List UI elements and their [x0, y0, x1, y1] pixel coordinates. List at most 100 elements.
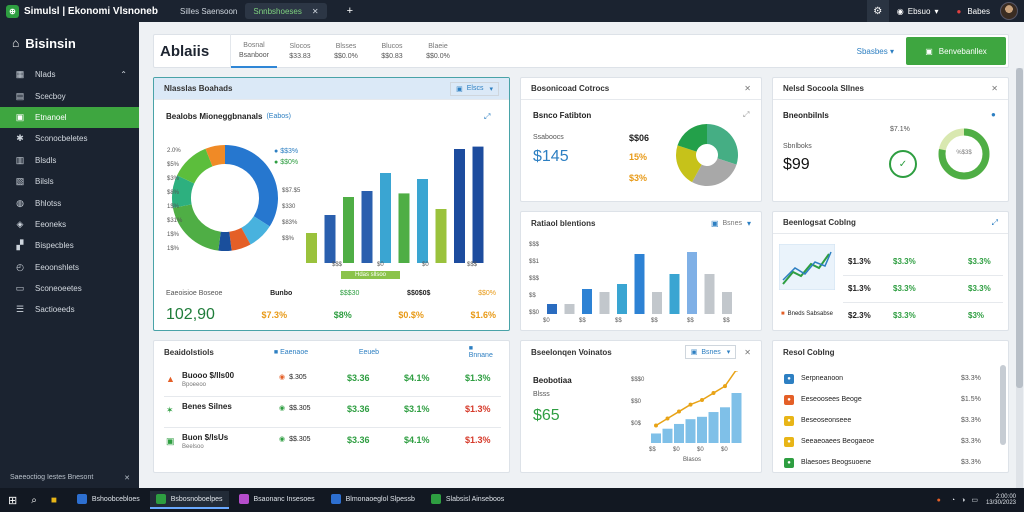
- primary-action-button[interactable]: ▣ Benvebanllex: [906, 37, 1006, 65]
- close-icon[interactable]: ✕: [311, 6, 319, 16]
- engagement-value: $3.3%: [893, 284, 916, 293]
- col3-label: Bnnane: [468, 352, 493, 359]
- sidebar-brand[interactable]: ⌂ Bisinsin: [0, 22, 139, 64]
- header-tab[interactable]: Bosnal Bsanboor: [231, 34, 277, 68]
- category-icon: ●: [784, 395, 794, 405]
- header-tab-value: $$0.83: [381, 52, 403, 60]
- tab-1[interactable]: Silles Saensoon: [180, 6, 238, 16]
- volume-icon[interactable]: ◑: [961, 496, 966, 504]
- bar: [472, 146, 484, 263]
- row-label[interactable]: Buooo $/lls00: [182, 371, 235, 380]
- tab-2[interactable]: Snnbshoeses ✕: [245, 3, 327, 19]
- sidebar-item[interactable]: ▤ Scecboy: [0, 85, 139, 106]
- row-value: $3.1%: [404, 404, 430, 414]
- notifications-menu[interactable]: ● Babes: [956, 7, 990, 16]
- row-value: $1.3%: [465, 435, 491, 445]
- sidebar-item[interactable]: ☰ Sactioeeds: [0, 299, 139, 320]
- settings-icon[interactable]: ⚙: [866, 0, 889, 22]
- timer-icon: ✓: [889, 150, 917, 178]
- row-value: $4.1%: [404, 435, 430, 445]
- trend-point: [735, 371, 738, 372]
- box-icon: ▤: [15, 90, 25, 101]
- close-icon[interactable]: ✕: [124, 475, 130, 482]
- shield-icon[interactable]: ●: [936, 496, 941, 504]
- allocation-slice: [229, 227, 251, 251]
- forecast-dropdown[interactable]: ▣ Bsnes ▾: [684, 345, 737, 359]
- header-tab[interactable]: Blsses $$0.0%: [323, 34, 369, 68]
- avatar[interactable]: [1000, 2, 1018, 20]
- legend-value-2: $$0%: [280, 159, 299, 166]
- close-icon[interactable]: ✕: [991, 84, 998, 93]
- category-label[interactable]: Eeseoosees Beoge: [801, 396, 862, 403]
- column-header-1[interactable]: ■ Eaenaoe: [274, 349, 359, 356]
- sidebar-item[interactable]: ▥ Blsdls: [0, 150, 139, 171]
- col2-label: Eeueb: [358, 348, 380, 356]
- view-dropdown[interactable]: ▣ Bsnes ▾: [711, 219, 751, 228]
- sidebar-item[interactable]: ▣ Etnanoel: [0, 106, 139, 129]
- column-header-3[interactable]: ■ Bnnane: [469, 345, 499, 359]
- badge-icon: ◉: [279, 374, 286, 381]
- bar: [731, 393, 742, 443]
- category-label[interactable]: Seeaeoaees Beogaeoe: [801, 438, 875, 445]
- category-label[interactable]: Beseoseonseee: [801, 417, 852, 424]
- column-header-2[interactable]: Eeueb: [359, 349, 469, 356]
- expand-icon[interactable]: ⤢: [743, 110, 750, 119]
- windows-start-icon[interactable]: ⊞: [8, 494, 18, 507]
- engagement-value: $3.3%: [893, 257, 916, 266]
- close-icon[interactable]: ✕: [744, 347, 751, 357]
- bar: [669, 274, 680, 314]
- wallet-icon: ▣: [15, 111, 25, 122]
- row-label[interactable]: Buon $/lsUs: [182, 433, 229, 442]
- clock-time[interactable]: 2:00:00: [995, 494, 1016, 500]
- chevron-up-icon[interactable]: ⌃: [120, 70, 127, 80]
- user-menu[interactable]: ◉ Ebsuo ▾: [897, 7, 939, 16]
- filter-dropdown[interactable]: ▣ Elscs ▾: [450, 81, 499, 96]
- wifi-icon[interactable]: ◔: [950, 496, 956, 504]
- info-icon[interactable]: ●: [991, 110, 996, 119]
- sidebar-item[interactable]: ▭ Sconeoeetes: [0, 278, 139, 299]
- legend-item: ■ Bneds Sabsabse: [781, 311, 833, 317]
- new-tab-button[interactable]: +: [346, 5, 353, 17]
- sidebar-item[interactable]: ▞ Bispecbles: [0, 235, 139, 256]
- close-icon[interactable]: ✕: [744, 84, 751, 93]
- main-header: Ablaiis Bosnal Bsanboor Slocos $33.83 Blsses…: [153, 34, 1009, 68]
- sidebar-item[interactable]: ◴ Eeoonshlets: [0, 257, 139, 278]
- panel-scrollbar[interactable]: [1000, 365, 1006, 445]
- bar: [343, 197, 354, 263]
- sidebar-item[interactable]: ▧ Bilsls: [0, 171, 139, 192]
- expand-icon[interactable]: ⤢: [991, 217, 998, 227]
- taskbar-app[interactable]: Bshoobcebloes: [71, 491, 146, 509]
- tag-icon: ◈: [16, 218, 24, 229]
- row-value: $4.1%: [404, 373, 430, 383]
- search-icon[interactable]: ⌕: [31, 494, 37, 506]
- sidebar-item[interactable]: ▦ Nlads ⌃: [0, 64, 139, 85]
- sidebar-item[interactable]: ◍ Bhlotss: [0, 192, 139, 213]
- expand-icon[interactable]: ⤢: [484, 112, 491, 121]
- ring-fill: [938, 128, 990, 180]
- battery-icon[interactable]: ▭: [971, 497, 978, 504]
- x-tick-label: $$: [649, 447, 656, 453]
- metric-percent: $7.1%: [890, 126, 910, 133]
- taskbar-app[interactable]: Slabsisl Ainseboos: [425, 491, 510, 509]
- chevron-down-icon: ▾: [746, 218, 751, 228]
- sidebar-item[interactable]: ✱ Sconocbeletes: [0, 128, 139, 149]
- header-tab[interactable]: Blaeie $$0.0%: [415, 34, 461, 68]
- row-label[interactable]: Benes Silnes: [182, 402, 232, 411]
- taskbar-app[interactable]: Bsaonanc Insesoes: [233, 491, 321, 509]
- x-tick-label: $0: [697, 447, 704, 453]
- scrollbar-thumb[interactable]: [1016, 68, 1023, 388]
- bar: [687, 252, 697, 314]
- taskbar-app[interactable]: Bsbosnoboelpes: [149, 491, 229, 509]
- header-tab[interactable]: Slocos $33.83: [277, 34, 323, 68]
- clock-date[interactable]: 13/30/2023: [985, 500, 1016, 506]
- taskbar-app[interactable]: Blmonaoeglol Slpessb: [325, 491, 421, 509]
- sidebar-item[interactable]: ◈ Eeoneks: [0, 214, 139, 235]
- main-scrollbar[interactable]: [1016, 68, 1023, 488]
- row-value: $3.36: [347, 373, 370, 383]
- header-tab[interactable]: Blucos $$0.83: [369, 34, 415, 68]
- category-label[interactable]: Serpneanoon: [801, 375, 844, 382]
- period-dropdown[interactable]: Sbasbes ▾: [857, 47, 894, 56]
- folder-icon[interactable]: ■: [50, 494, 57, 506]
- category-label[interactable]: Blaesoes Beogsuoene: [801, 459, 872, 466]
- total-value: 102,90: [166, 306, 215, 323]
